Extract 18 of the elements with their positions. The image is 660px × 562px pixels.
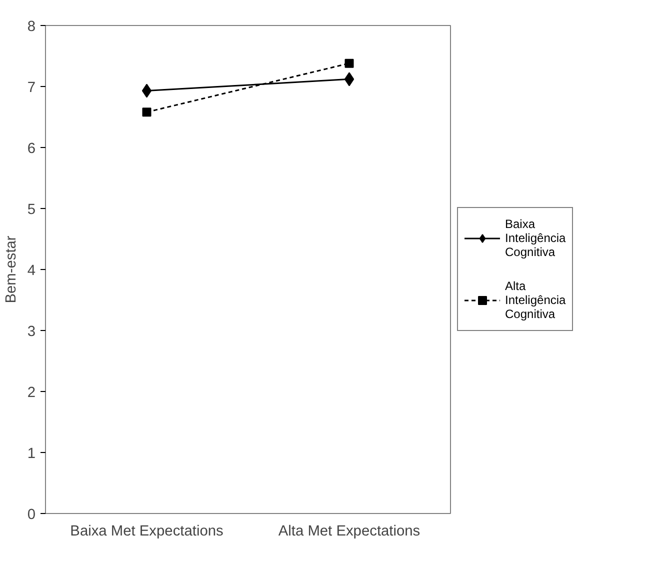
- point: [142, 84, 152, 98]
- y-tick-label: 4: [27, 263, 36, 279]
- point: [344, 58, 354, 68]
- y-tick-label: 5: [27, 202, 36, 218]
- y-tick-label: 8: [27, 19, 36, 35]
- y-tick-label: 0: [27, 507, 36, 523]
- point: [344, 72, 354, 86]
- x-tick-label: Alta Met Expectations: [278, 524, 420, 540]
- point: [142, 108, 152, 117]
- x-tick-label: Baixa Met Expectations: [70, 524, 224, 540]
- y-tick-label: 1: [27, 446, 36, 462]
- y-axis-title: Bem-estar: [3, 236, 20, 304]
- y-tick-label: 6: [27, 141, 36, 157]
- y-tick-label: 7: [27, 80, 36, 96]
- y-tick-label: 2: [27, 385, 36, 401]
- legend-label: Baixa Inteligência Cognitiva: [505, 216, 566, 261]
- y-tick-label: 3: [27, 324, 36, 340]
- legend-label: Alta Inteligência Cognitiva: [505, 278, 566, 323]
